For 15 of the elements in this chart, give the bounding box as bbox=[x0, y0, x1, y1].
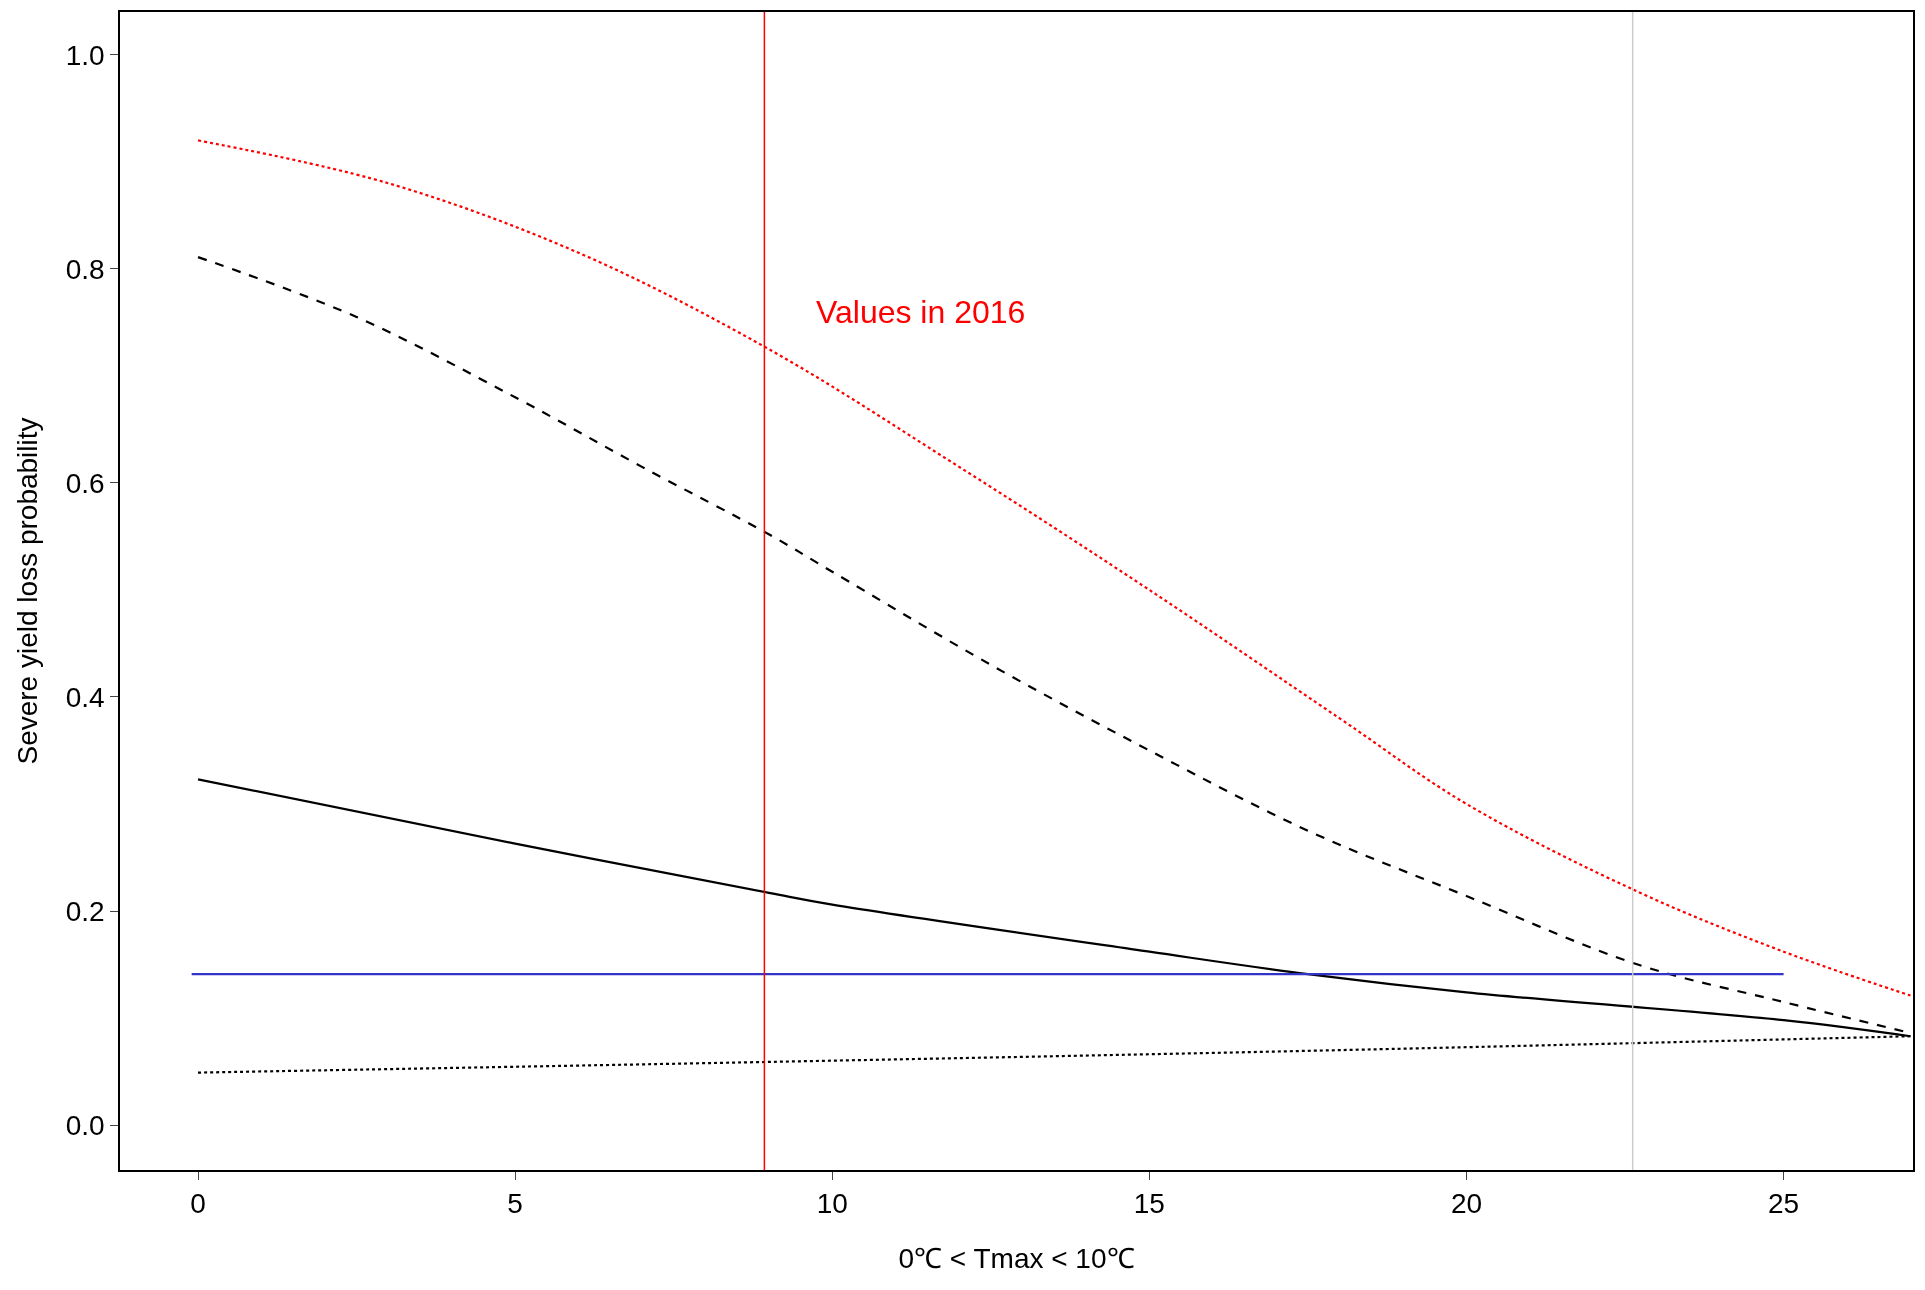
y-tick-label: 0.4 bbox=[65, 681, 105, 713]
x-tick-label: 0 bbox=[190, 1188, 206, 1220]
x-tick-label: 20 bbox=[1450, 1188, 1483, 1220]
x-tick-label: 10 bbox=[816, 1188, 848, 1220]
ref-line-label: Values in 2016 bbox=[816, 294, 1026, 330]
y-tick-label: 1.0 bbox=[65, 39, 105, 71]
y-tick-label: 0.0 bbox=[65, 1109, 105, 1141]
y-axis-title: Severe yield loss probability bbox=[11, 417, 43, 765]
x-tick-label: 15 bbox=[1133, 1188, 1165, 1220]
y-tick-label: 0.2 bbox=[65, 895, 105, 927]
y-tick-label: 0.6 bbox=[65, 467, 105, 499]
x-tick-label: 25 bbox=[1768, 1188, 1800, 1220]
y-tick-label: 0.8 bbox=[65, 253, 105, 285]
x-tick-label: 5 bbox=[507, 1188, 523, 1220]
x-axis-title: 0℃ < Tmax < 10℃ bbox=[898, 1242, 1135, 1274]
